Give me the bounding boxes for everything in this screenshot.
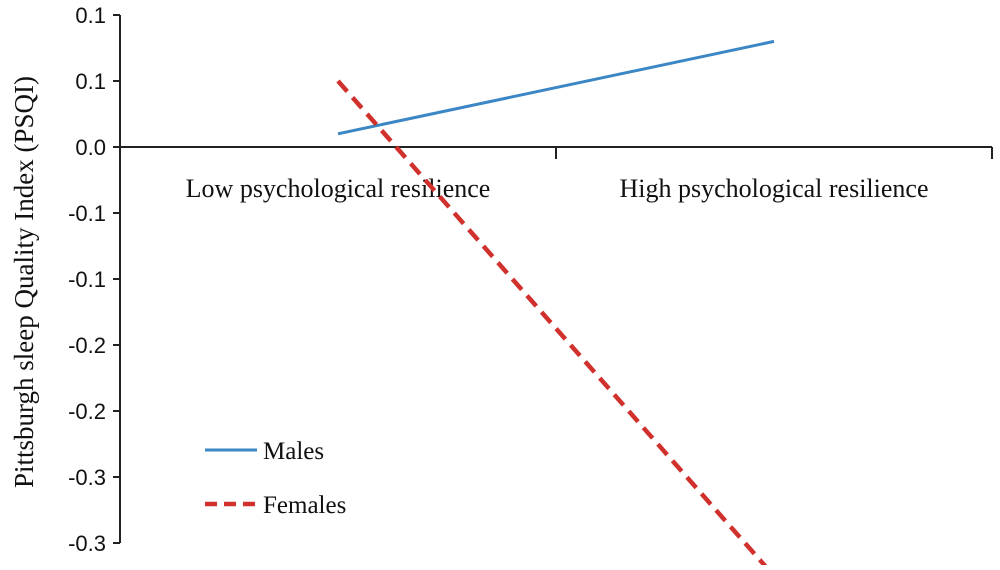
legend-label: Females <box>263 492 346 519</box>
x-axis: Low psychological resilience High psychol… <box>120 146 993 203</box>
y-tick-label: 0.1 <box>75 3 106 28</box>
series-layer <box>336 39 775 570</box>
y-axis: 0.1 0.1 0.0 -0.1 -0.1 -0.2 -0.2 -0.3 -0.3 <box>68 3 121 556</box>
y-tick-label: -0.3 <box>68 531 106 556</box>
x-category-label: High psychological resilience <box>619 174 928 203</box>
y-tick-label: 0.0 <box>75 135 106 160</box>
y-tick-label: -0.2 <box>68 399 106 424</box>
y-axis-label: Pittsburgh sleep Quality Index (PSQI) <box>9 76 39 488</box>
series-line-males <box>337 39 775 136</box>
legend: Males Females <box>205 438 346 519</box>
y-tick-label: -0.2 <box>68 333 106 358</box>
x-category-label: Low psychological resilience <box>186 174 491 203</box>
legend-label: Males <box>263 438 324 465</box>
y-tick-label: -0.3 <box>68 465 106 490</box>
y-tick-label: -0.1 <box>68 267 106 292</box>
y-tick-label: 0.1 <box>75 69 106 94</box>
y-tick-label: -0.1 <box>68 201 106 226</box>
